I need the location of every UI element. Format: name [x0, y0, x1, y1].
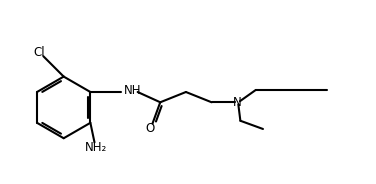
Text: NH: NH: [124, 84, 142, 98]
Text: N: N: [233, 96, 242, 109]
Text: Cl: Cl: [33, 46, 45, 59]
Text: O: O: [146, 122, 155, 135]
Text: NH₂: NH₂: [84, 141, 107, 154]
